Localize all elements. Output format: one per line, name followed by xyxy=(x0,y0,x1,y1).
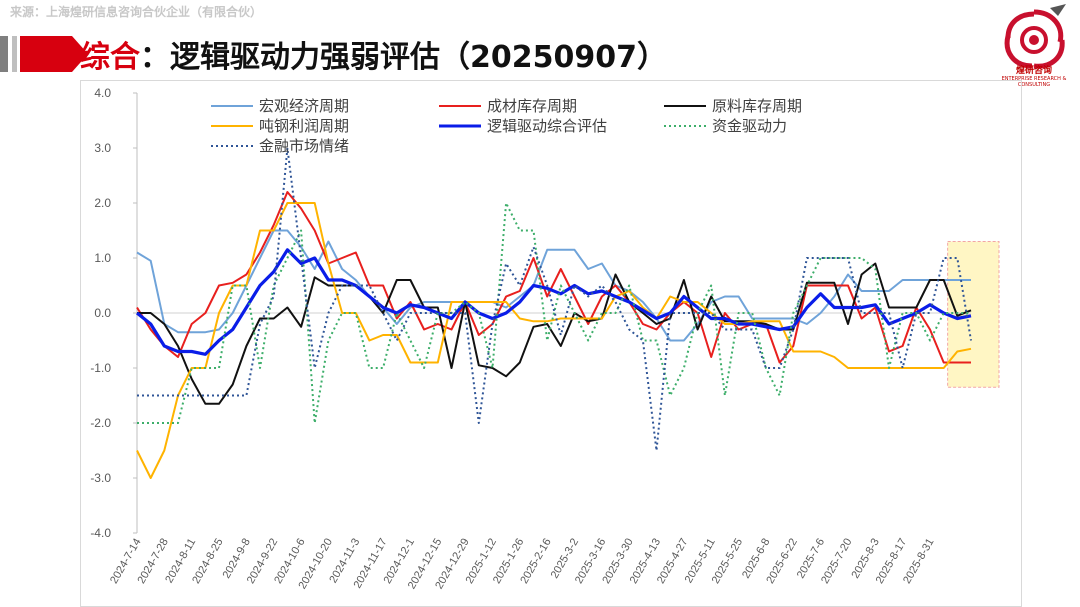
y-tick-label: 2.0 xyxy=(94,196,111,210)
line-chart: 4.03.02.01.00.0-1.0-2.0-3.0-4.02024-7-14… xyxy=(90,86,1000,591)
legend-label: 原料库存周期 xyxy=(712,97,802,115)
y-tick-label: -2.0 xyxy=(90,416,111,430)
y-tick-label: 1.0 xyxy=(94,251,111,265)
y-tick-label: -1.0 xyxy=(90,361,111,375)
y-tick-label: -3.0 xyxy=(90,471,111,485)
y-tick-label: 4.0 xyxy=(94,86,111,100)
title-decor-grey xyxy=(0,36,8,72)
brand-logo-subtext: ENTERPRISE RESEARCH & CONSULTING xyxy=(1001,76,1067,88)
page-title-rest: ：逻辑驱动力强弱评估（20250907） xyxy=(140,40,667,75)
series-line-2 xyxy=(136,191,971,364)
y-tick-label: -4.0 xyxy=(90,526,111,540)
page-title: 综合：逻辑驱动力强弱评估（20250907） xyxy=(80,32,667,76)
series-line-1 xyxy=(136,229,971,342)
series-line-5 xyxy=(135,248,972,356)
page-title-prefix: 综合 xyxy=(80,40,140,75)
legend-label: 金融市场情绪 xyxy=(259,137,349,155)
brand-logo-icon xyxy=(1004,4,1066,69)
chart-frame: 4.0 3.0 2.0 1.0 0.0 -1.0 -2.0 -3.0 -4.0 2024-7-14… xyxy=(80,80,1022,607)
series-line-7 xyxy=(137,147,972,452)
highlight-box xyxy=(947,241,1000,388)
legend-label: 逻辑驱动综合评估 xyxy=(487,117,607,135)
source-note: 来源：上海煌研信息咨询合伙企业（有限合伙） xyxy=(10,5,263,19)
y-tick-label: 0.0 xyxy=(94,306,111,320)
title-decor-red xyxy=(20,36,88,72)
series-line-3 xyxy=(137,262,972,405)
y-tick-label: 3.0 xyxy=(94,141,111,155)
legend-label: 吨钢利润周期 xyxy=(259,117,349,135)
brand-logo-text: 煌研咨询 xyxy=(1015,66,1052,76)
legend-label: 成材库存周期 xyxy=(487,97,577,115)
series-line-6 xyxy=(137,202,971,424)
legend-label: 宏观经济周期 xyxy=(259,97,349,115)
title-decor-lightgrey xyxy=(12,36,17,72)
series-line-4 xyxy=(136,202,972,479)
legend-label: 资金驱动力 xyxy=(712,117,787,135)
